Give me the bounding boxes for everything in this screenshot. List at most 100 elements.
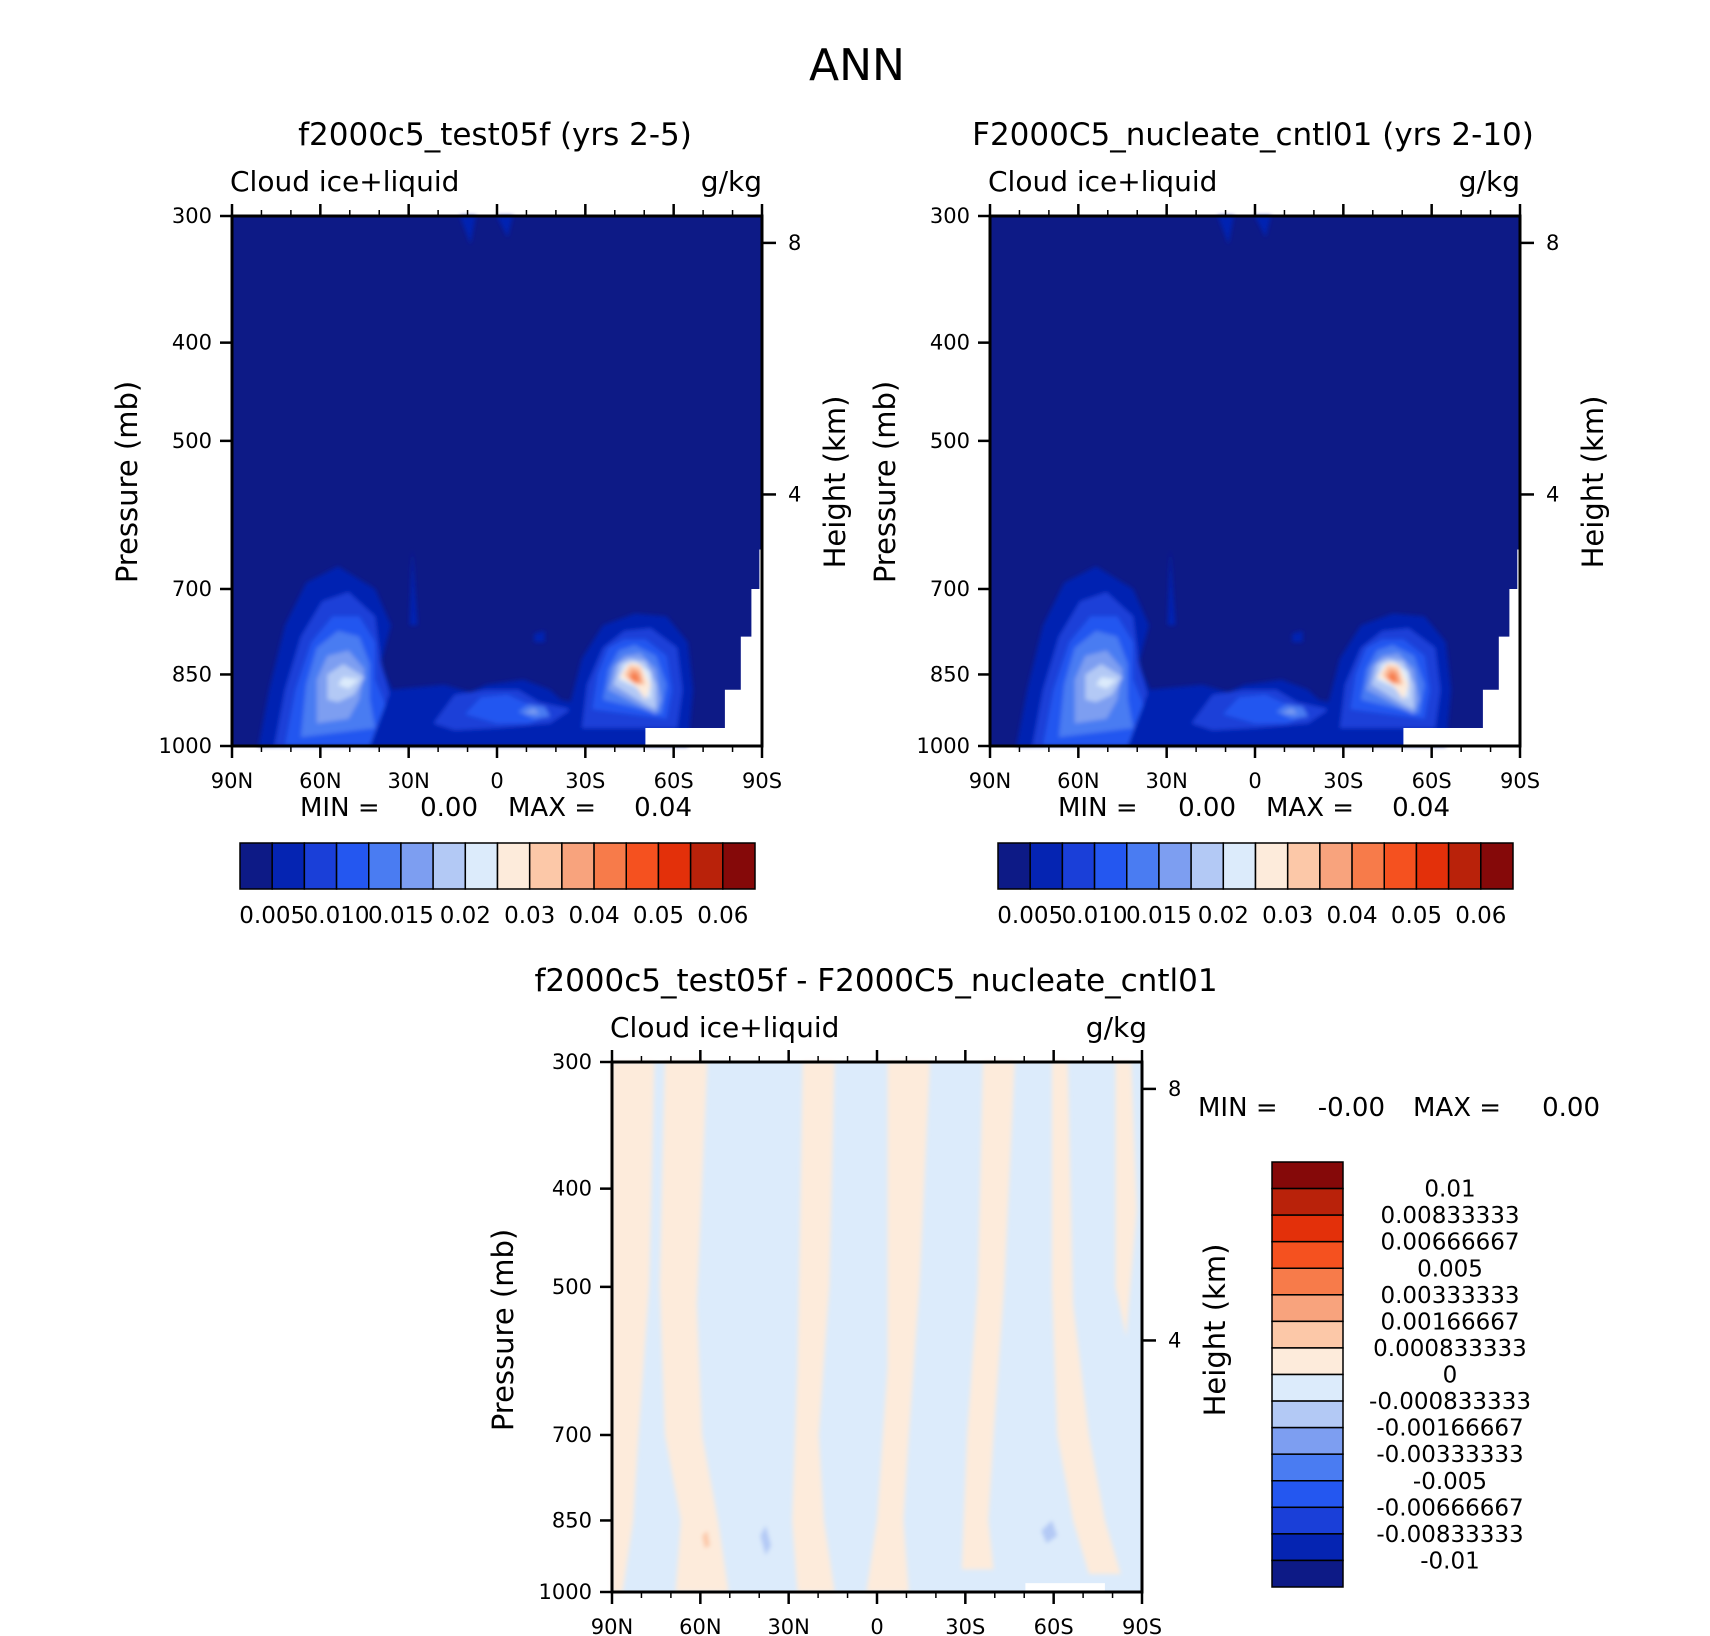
contour-level <box>338 677 360 689</box>
panel-b-max-label: MAX = <box>1266 793 1354 823</box>
x-tick-label: 90N <box>591 1615 633 1636</box>
contour-level <box>659 1062 729 1592</box>
colorbar-label: 0.02 <box>1198 903 1249 929</box>
height-tick-label: 8 <box>1168 1077 1181 1101</box>
contour-level <box>1217 216 1234 245</box>
y-tick-label: 300 <box>930 204 970 228</box>
figure-title: ANN <box>809 40 905 91</box>
y-tick-label: 500 <box>552 1275 592 1299</box>
colorbar-label: 0.02 <box>440 903 491 929</box>
x-tick-label: 30S <box>1323 769 1363 793</box>
panel-a-max-value: 0.04 <box>634 793 692 823</box>
panel-b-min-label: MIN = <box>1058 793 1138 823</box>
colorbar-box <box>1271 1533 1344 1562</box>
x-tick-label: 60N <box>1057 769 1099 793</box>
colorbar-label: 0.005 <box>997 903 1063 929</box>
x-tick-label: 90N <box>969 769 1011 793</box>
colorbar-label: 0.015 <box>368 903 434 929</box>
colorbar-box <box>464 842 499 890</box>
panel-a-variable: Cloud ice+liquid <box>230 165 459 198</box>
panel-c-colorbar: 0.010.008333330.006666670.0050.003333330… <box>1271 1161 1531 1588</box>
colorbar-box <box>593 842 627 890</box>
x-tick-label: 90S <box>742 769 782 793</box>
colorbar-box <box>1351 842 1385 890</box>
colorbar-box <box>1271 1294 1344 1323</box>
colorbar-box <box>1271 1214 1344 1243</box>
y-tick-label: 1000 <box>539 1580 592 1604</box>
y-tick-label: 500 <box>930 429 970 453</box>
height-tick-label: 4 <box>788 482 801 506</box>
colorbar-label: 0.005 <box>1417 1256 1483 1282</box>
contour-level <box>409 549 418 626</box>
panel-b-ylabel: Pressure (mb) <box>868 381 902 583</box>
panel-b-max-value: 0.04 <box>1392 793 1450 823</box>
field-contours <box>612 1062 1137 1592</box>
colorbar-box <box>1271 1373 1344 1402</box>
colorbar-box <box>271 842 306 890</box>
x-tick-label: 90S <box>1500 769 1540 793</box>
y-tick-label: 700 <box>930 577 970 601</box>
colorbar-box <box>561 842 595 890</box>
colorbar-label: 0.06 <box>697 903 748 929</box>
colorbar-label: 0.00833333 <box>1380 1203 1519 1229</box>
x-tick-label: 0 <box>1248 769 1261 793</box>
colorbar-label: 0.010 <box>1062 903 1128 929</box>
height-tick-label: 8 <box>788 231 801 255</box>
colorbar-label: 0.00333333 <box>1380 1283 1519 1309</box>
colorbar-box <box>1271 1267 1344 1296</box>
colorbar-label: 0.03 <box>504 903 555 929</box>
x-tick-label: 30N <box>387 769 429 793</box>
field-contours <box>258 216 694 746</box>
colorbar-box <box>625 842 660 890</box>
colorbar-box <box>689 842 724 890</box>
colorbar-box <box>1271 1240 1344 1269</box>
colorbar-label: -0.005 <box>1413 1469 1487 1495</box>
y-tick-label: 850 <box>930 662 970 686</box>
colorbar-label: 0.06 <box>1455 903 1506 929</box>
height-tick-label: 4 <box>1546 482 1559 506</box>
colorbar-box <box>1061 842 1096 890</box>
colorbar-box <box>496 842 531 890</box>
y-tick-label: 400 <box>552 1177 592 1201</box>
y-tick-label: 500 <box>172 429 212 453</box>
y-tick-label: 1000 <box>917 734 970 758</box>
panel-c-field <box>612 1062 1142 1592</box>
x-tick-label: 30N <box>767 1615 809 1636</box>
contour-level <box>1292 630 1303 643</box>
contour-level <box>1041 1520 1058 1544</box>
contour-level <box>534 630 545 643</box>
colorbar-box <box>1093 842 1128 890</box>
contour-level <box>1387 671 1397 683</box>
field-contours <box>1016 216 1452 746</box>
colorbar-box <box>1271 1161 1344 1190</box>
colorbar-label: 0.05 <box>633 903 684 929</box>
colorbar-label: 0.00666667 <box>1380 1230 1519 1256</box>
panel-c-ylabel-right: Height (km) <box>1198 1244 1232 1417</box>
colorbar-label: 0.05 <box>1391 903 1442 929</box>
colorbar-box <box>1190 842 1225 890</box>
colorbar-box <box>303 842 338 890</box>
panel-c-ylabel: Pressure (mb) <box>486 1229 520 1431</box>
x-tick-label: 60N <box>679 1615 721 1636</box>
panel-a-max-label: MAX = <box>508 793 596 823</box>
missing-data-region <box>1025 1583 1105 1592</box>
colorbar-box <box>1029 842 1064 890</box>
contour-level <box>1051 1062 1121 1574</box>
y-tick-label: 700 <box>172 577 212 601</box>
y-tick-label: 300 <box>172 204 212 228</box>
panel-a-min-value: 0.00 <box>420 793 478 823</box>
panel-b-field <box>990 216 1520 746</box>
x-tick-label: 30S <box>945 1615 985 1636</box>
missing-data-region <box>645 549 762 746</box>
panel-c-min-value: -0.00 <box>1318 1093 1385 1123</box>
y-tick-label: 850 <box>172 662 212 686</box>
panel-a-axes: 90N 60N 30N 0 30S 60S 90S 300 400 500 700 850 1000 8 4 <box>159 204 801 793</box>
panel-a-title: f2000c5_test05f (yrs 2-5) <box>298 117 692 153</box>
panel-c: f2000c5_test05f - F2000C5_nucleate_cntl0… <box>486 963 1600 1636</box>
panel-b-min-value: 0.00 <box>1178 793 1236 823</box>
colorbar-box <box>1271 1559 1344 1588</box>
panel-a-min-label: MIN = <box>300 793 380 823</box>
panel-a-ylabel-right: Height (km) <box>818 396 852 569</box>
colorbar-box <box>1271 1453 1344 1482</box>
